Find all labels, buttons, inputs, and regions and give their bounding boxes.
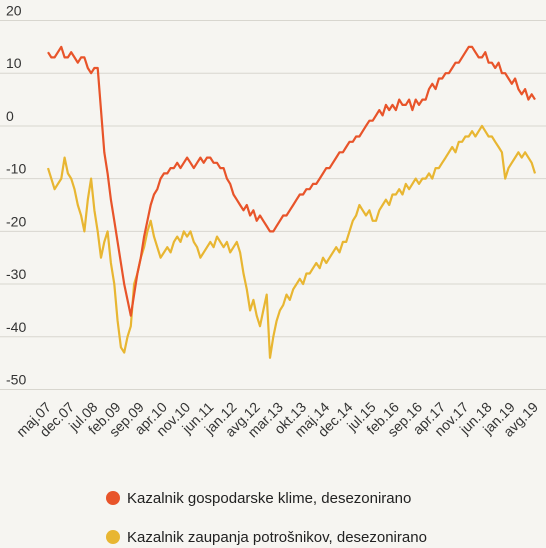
legend-marker <box>106 530 120 544</box>
y-tick-label: 20 <box>6 3 22 19</box>
legend-label: Kazalnik zaupanja potrošnikov, desezonir… <box>127 529 427 546</box>
y-tick-label: -40 <box>6 319 26 335</box>
line-series <box>47 45 536 317</box>
legend-label: Kazalnik gospodarske klime, desezonirano <box>127 490 411 507</box>
y-tick-label: 10 <box>6 55 22 71</box>
y-tick-label: 0 <box>6 108 14 124</box>
line-series <box>46 124 537 359</box>
y-tick-label: -30 <box>6 266 26 282</box>
legend-marker <box>106 491 120 505</box>
y-tick-label: -50 <box>6 371 26 387</box>
y-tick-label: -20 <box>6 213 26 229</box>
y-tick-label: -10 <box>6 161 26 177</box>
